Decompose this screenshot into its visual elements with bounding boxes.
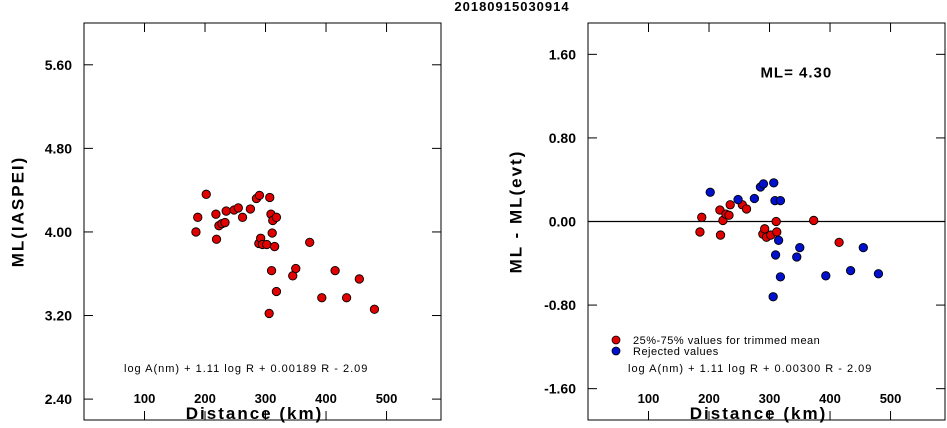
rejected-point [733,194,743,205]
y-tick-label: -0.80 [544,297,576,313]
ml-station-point [191,227,201,237]
legend-rejected-label: Rejected values [633,346,719,358]
ml-station-point [271,286,282,297]
ml-station-point [266,265,277,276]
x-tick-label: 100 [638,391,660,406]
ml-station-point [265,192,275,203]
ml-station-point [267,228,277,238]
rejected-point [749,193,760,204]
trimmed-mean-point [695,227,705,237]
trimmed-mean-point [741,204,752,214]
ml-station-point [245,204,256,214]
ml-station-point [330,265,340,276]
x-tick-label: 300 [759,391,781,406]
x-tick-label: 200 [698,391,720,406]
ml-station-point [220,217,230,228]
y-axis-label: ML - ML(evt) [506,150,525,274]
ml-station-point [233,203,243,213]
x-tick-label: 400 [819,391,841,406]
ml-station-point [264,308,274,319]
trimmed-mean-point [772,227,782,237]
ml-station-point [221,206,231,216]
ml-station-point [369,304,380,314]
ml-station-point [262,239,272,250]
ml-station-point [271,212,282,222]
rejected-point [858,242,868,253]
legend-rejected-marker [611,346,621,356]
magnitude-formula: log A(nm) + 1.11 log R + 0.00300 R - 2.0… [628,363,872,375]
rejected-point [768,292,778,302]
trimmed-mean-point [771,216,781,227]
y-tick-label: 4.80 [45,140,72,156]
legend-trimmed-label: 25%-75% values for trimmed mean [633,335,820,347]
ml-station-point [305,237,315,248]
trimmed-mean-point [725,200,735,210]
rejected-point [758,179,769,189]
trimmed-mean-point [834,237,844,248]
x-tick-label: 200 [194,391,216,406]
plot-frame [83,22,442,421]
y-tick-label: 4.00 [45,224,72,240]
rejected-point [705,187,715,197]
rejected-point [821,271,831,281]
x-tick-label: 500 [880,391,902,406]
trimmed-mean-point [715,230,726,240]
x-tick-label: 500 [376,391,398,406]
ml-station-point [291,263,301,274]
rejected-point [770,250,781,260]
x-tick-label: 400 [315,391,337,406]
ml-station-point [269,241,280,252]
ml-station-point [211,209,221,219]
rejected-point [792,252,802,262]
y-axis-label: ML(IASPEI) [8,156,27,268]
rejected-point [769,178,779,188]
y-tick-label: 0.80 [549,130,576,146]
ml-station-point [201,189,211,199]
ml-station-point [354,274,364,284]
rejected-point [773,235,784,245]
rejected-point [795,242,805,253]
y-tick-label: 0.00 [549,214,576,230]
rejected-point [775,272,786,282]
ml-station-point [193,212,203,222]
rejected-point [775,195,786,206]
figure-title: 20180915030914 [454,0,569,14]
ml-residual-vs-distance-panel: -1.60 -0.80 0.00 0.80 1.60 100 200 300 400 500 Dis… [506,22,946,423]
ml-station-point [341,293,352,303]
y-tick-label: 5.60 [45,57,72,73]
ml-station-point [254,190,265,201]
trimmed-mean-point [697,212,707,222]
y-tick-label: 1.60 [549,46,576,62]
legend-trimmed-marker [611,335,621,345]
trimmed-mean-point [724,210,734,220]
y-tick-label: -1.60 [544,381,576,397]
ml-iaspei-vs-distance-panel: 2.40 3.20 4.00 4.80 5.60 100 200 300 400 500 Dista… [8,22,442,423]
x-tick-label: 300 [255,391,277,406]
ml-value-annotation: ML= 4.30 [760,64,832,81]
ml-station-point [237,212,248,222]
y-tick-label: 3.20 [45,308,72,324]
magnitude-formula: log A(nm) + 1.11 log R + 0.00189 R - 2.0… [124,363,368,375]
y-tick-label: 2.40 [45,391,72,407]
x-axis-label: Distance (km) [186,404,323,423]
ml-station-point [317,293,327,303]
rejected-point [873,269,884,279]
trimmed-mean-point [809,215,819,226]
rejected-point [845,265,856,276]
x-tick-label: 100 [134,391,156,406]
x-axis-label: Distance (km) [690,404,827,423]
ml-station-point [211,234,222,244]
